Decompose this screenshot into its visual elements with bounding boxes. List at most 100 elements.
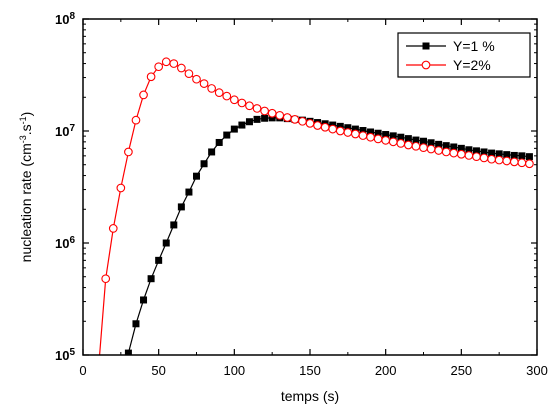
y-tick-label: 105	[55, 347, 75, 364]
data-point	[253, 115, 261, 123]
y-axis-title: nucleation rate (cm-3.s-1)	[18, 112, 34, 263]
data-point	[268, 114, 276, 122]
data-point	[464, 151, 474, 160]
legend-label: Y=2%	[453, 57, 491, 73]
data-point	[441, 147, 451, 157]
data-point	[252, 104, 262, 113]
data-point	[382, 131, 390, 139]
data-point	[518, 152, 526, 160]
data-point	[426, 144, 436, 154]
data-point	[397, 133, 405, 141]
data-point	[222, 91, 232, 101]
x-tick-label: 50	[151, 363, 165, 378]
legend: Y=1 % Y=2%	[397, 32, 531, 78]
data-point	[223, 131, 231, 139]
data-point	[170, 221, 178, 229]
data-point	[472, 147, 480, 155]
data-point	[465, 146, 473, 154]
data-point	[525, 159, 534, 169]
data-point	[177, 63, 186, 73]
data-point	[101, 274, 111, 284]
data-point	[260, 106, 269, 116]
data-point	[450, 143, 458, 151]
data-point	[116, 183, 126, 193]
data-point	[305, 119, 315, 128]
data-point	[245, 118, 253, 126]
data-point	[449, 148, 459, 158]
data-point	[199, 79, 209, 88]
data-point	[275, 110, 285, 120]
data-point	[230, 125, 238, 133]
data-point	[290, 115, 300, 124]
data-point	[238, 121, 246, 129]
data-point	[177, 203, 185, 211]
data-point	[193, 172, 200, 180]
data-point	[457, 144, 465, 152]
data-point	[427, 139, 435, 147]
data-point	[412, 136, 420, 144]
data-point	[381, 136, 391, 145]
data-point	[419, 143, 428, 153]
data-point	[313, 121, 322, 130]
data-point	[487, 154, 496, 164]
data-point	[517, 158, 527, 168]
data-point	[434, 146, 443, 155]
data-point	[367, 128, 375, 136]
x-tick-label: 250	[450, 363, 472, 378]
data-point	[389, 132, 397, 140]
data-point	[366, 132, 375, 142]
data-point	[373, 134, 383, 144]
data-point	[510, 151, 518, 159]
y-tick-label: 108	[55, 11, 75, 28]
data-point	[208, 148, 216, 156]
data-point	[124, 147, 133, 157]
data-point	[525, 153, 533, 161]
data-point	[184, 69, 194, 79]
data-point	[245, 101, 254, 111]
data-point	[298, 116, 307, 126]
data-point	[509, 157, 519, 167]
data-point	[442, 142, 450, 150]
data-point	[147, 275, 155, 283]
data-point	[351, 125, 359, 133]
data-point	[335, 126, 345, 136]
x-tick-label: 200	[375, 363, 397, 378]
legend-box	[397, 32, 531, 78]
data-point	[215, 138, 223, 146]
data-point	[435, 140, 443, 148]
y-tick-label: 107	[55, 123, 75, 140]
data-point	[320, 122, 330, 132]
data-point	[328, 124, 338, 134]
data-point	[494, 155, 504, 165]
data-point	[503, 151, 511, 159]
legend-label: Y=1 %	[453, 38, 495, 54]
data-point	[139, 90, 148, 100]
data-point	[185, 188, 193, 196]
data-point	[229, 95, 239, 105]
data-point	[404, 135, 412, 143]
data-point	[388, 137, 398, 147]
data-point	[200, 160, 208, 168]
legend-marker	[421, 60, 431, 70]
data-point	[267, 108, 277, 118]
data-point	[374, 129, 382, 137]
data-point	[420, 137, 427, 145]
data-point	[207, 84, 216, 93]
data-point	[131, 115, 141, 125]
data-point	[344, 124, 352, 132]
data-point	[502, 156, 512, 166]
data-point	[214, 88, 224, 97]
plot-area	[99, 57, 534, 355]
data-point	[488, 149, 496, 157]
data-point	[480, 148, 488, 156]
data-point	[237, 98, 247, 108]
x-tick-label: 100	[223, 363, 245, 378]
data-point	[396, 139, 406, 148]
data-point	[132, 320, 140, 328]
data-point	[472, 152, 481, 162]
data-point	[155, 256, 163, 264]
data-point	[336, 122, 344, 130]
data-point	[343, 128, 353, 137]
data-point	[140, 296, 148, 304]
